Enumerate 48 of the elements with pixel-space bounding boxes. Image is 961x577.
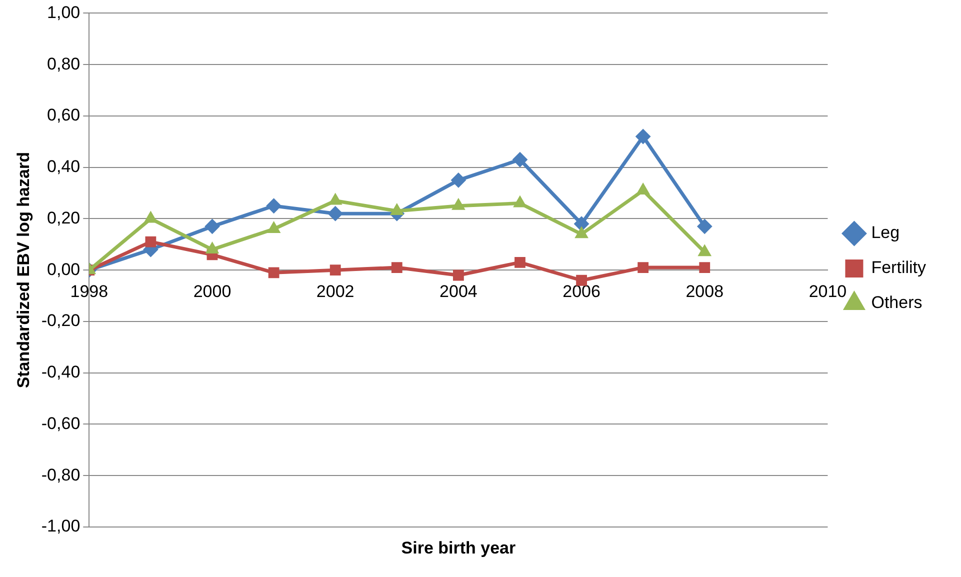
point bbox=[268, 267, 280, 278]
legend-label: Others bbox=[871, 293, 922, 312]
x-tick-label: 2000 bbox=[193, 282, 232, 301]
y-tick-label: 0,20 bbox=[47, 208, 80, 228]
point bbox=[698, 244, 712, 256]
point bbox=[391, 262, 402, 273]
point bbox=[206, 242, 219, 254]
point bbox=[204, 218, 220, 234]
y-tick-label: 0,40 bbox=[47, 157, 80, 176]
x-tick-label: 2010 bbox=[808, 282, 847, 301]
point bbox=[452, 198, 465, 210]
legend-label: Fertility bbox=[871, 258, 926, 278]
y-tick-label: -0,40 bbox=[41, 362, 80, 382]
point bbox=[512, 152, 528, 168]
y-tick-label: -1,00 bbox=[41, 516, 80, 536]
point bbox=[699, 262, 710, 273]
x-axis-title: Sire birth year bbox=[401, 538, 516, 558]
point bbox=[144, 211, 158, 223]
point bbox=[514, 256, 526, 268]
y-tick-label: -0,80 bbox=[41, 465, 80, 484]
point bbox=[328, 206, 343, 222]
point bbox=[330, 264, 341, 276]
point bbox=[390, 204, 404, 216]
y-tick-label: 0,60 bbox=[47, 106, 80, 125]
y-tick-label: -0,60 bbox=[41, 414, 80, 433]
y-tick-label: -0,20 bbox=[41, 311, 80, 330]
point bbox=[145, 236, 156, 248]
legend-label: Leg bbox=[871, 223, 900, 242]
point bbox=[574, 226, 588, 238]
point bbox=[638, 262, 649, 273]
x-tick-label: 1998 bbox=[70, 282, 108, 301]
y-tick-label: 0,80 bbox=[47, 54, 80, 74]
point bbox=[452, 270, 464, 281]
point bbox=[513, 196, 527, 208]
y-axis-title: Standardized EBV log hazard bbox=[14, 152, 33, 388]
y-tick-label: 1,00 bbox=[47, 2, 80, 22]
point bbox=[636, 129, 651, 144]
y-tick-label: 0,00 bbox=[47, 260, 80, 279]
x-tick-label: 2004 bbox=[440, 282, 478, 301]
point bbox=[266, 198, 282, 214]
point bbox=[450, 172, 466, 188]
point bbox=[328, 193, 342, 205]
x-tick-label: 2006 bbox=[562, 282, 600, 301]
point bbox=[574, 216, 590, 232]
point bbox=[576, 274, 587, 286]
x-tick-label: 2008 bbox=[686, 282, 724, 301]
point bbox=[697, 218, 712, 234]
x-tick-label: 2002 bbox=[316, 282, 354, 301]
